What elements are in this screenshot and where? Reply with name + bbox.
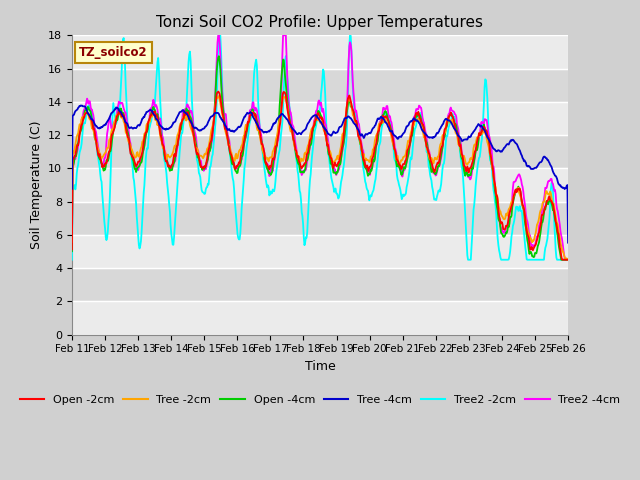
Title: Tonzi Soil CO2 Profile: Upper Temperatures: Tonzi Soil CO2 Profile: Upper Temperatur… (157, 15, 483, 30)
X-axis label: Time: Time (305, 360, 335, 373)
Text: TZ_soilco2: TZ_soilco2 (79, 46, 148, 59)
Bar (72, 102, 568, 135)
Legend: Open -2cm, Tree -2cm, Open -4cm, Tree -4cm, Tree2 -2cm, Tree2 -4cm: Open -2cm, Tree -2cm, Open -4cm, Tree -4… (15, 391, 625, 410)
Bar (72, 168, 568, 202)
Bar (72, 36, 568, 69)
Bar (72, 235, 568, 268)
Bar (72, 301, 568, 335)
Y-axis label: Soil Temperature (C): Soil Temperature (C) (29, 120, 42, 249)
